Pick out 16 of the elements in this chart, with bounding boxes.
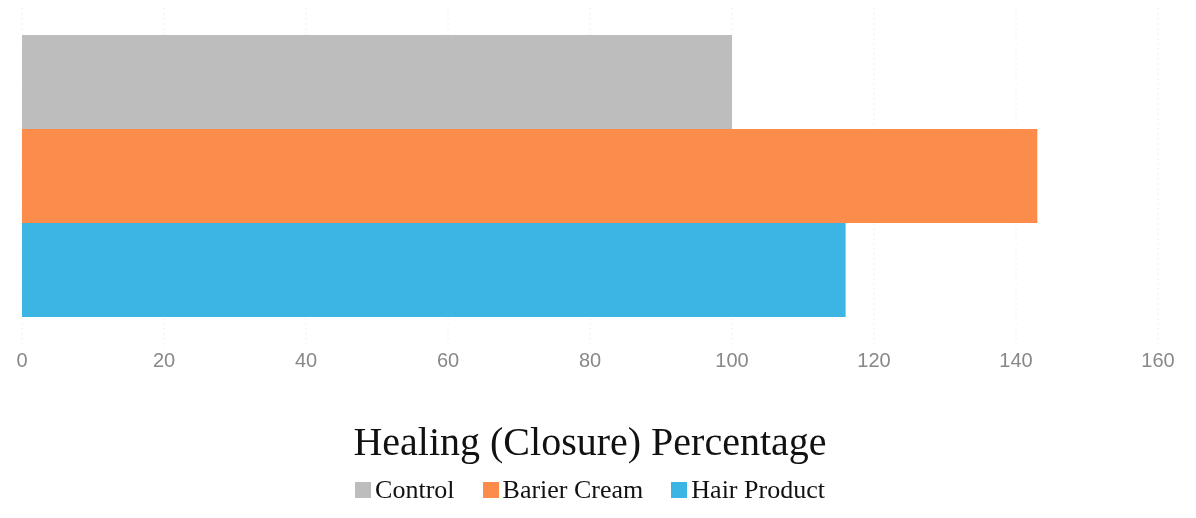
legend-label: Control bbox=[374, 475, 455, 505]
x-tick-label: 80 bbox=[578, 349, 602, 372]
x-tick-label: 120 bbox=[857, 349, 891, 372]
bar bbox=[22, 128, 1038, 223]
x-tick-label: 160 bbox=[1141, 349, 1175, 372]
legend-label: Barier Cream bbox=[501, 475, 644, 505]
x-tick-label: 40 bbox=[294, 349, 318, 372]
bar bbox=[22, 34, 732, 129]
x-tick-label: 100 bbox=[715, 349, 749, 372]
legend-label: Hair Product bbox=[690, 475, 825, 505]
x-tick-label: 60 bbox=[436, 349, 460, 372]
x-tick-label: 140 bbox=[999, 349, 1033, 372]
bar bbox=[22, 222, 846, 317]
x-tick-label: 0 bbox=[16, 349, 28, 372]
x-axis-title: Healing (Closure) Percentage bbox=[353, 419, 827, 464]
x-tick-label: 20 bbox=[152, 349, 176, 372]
